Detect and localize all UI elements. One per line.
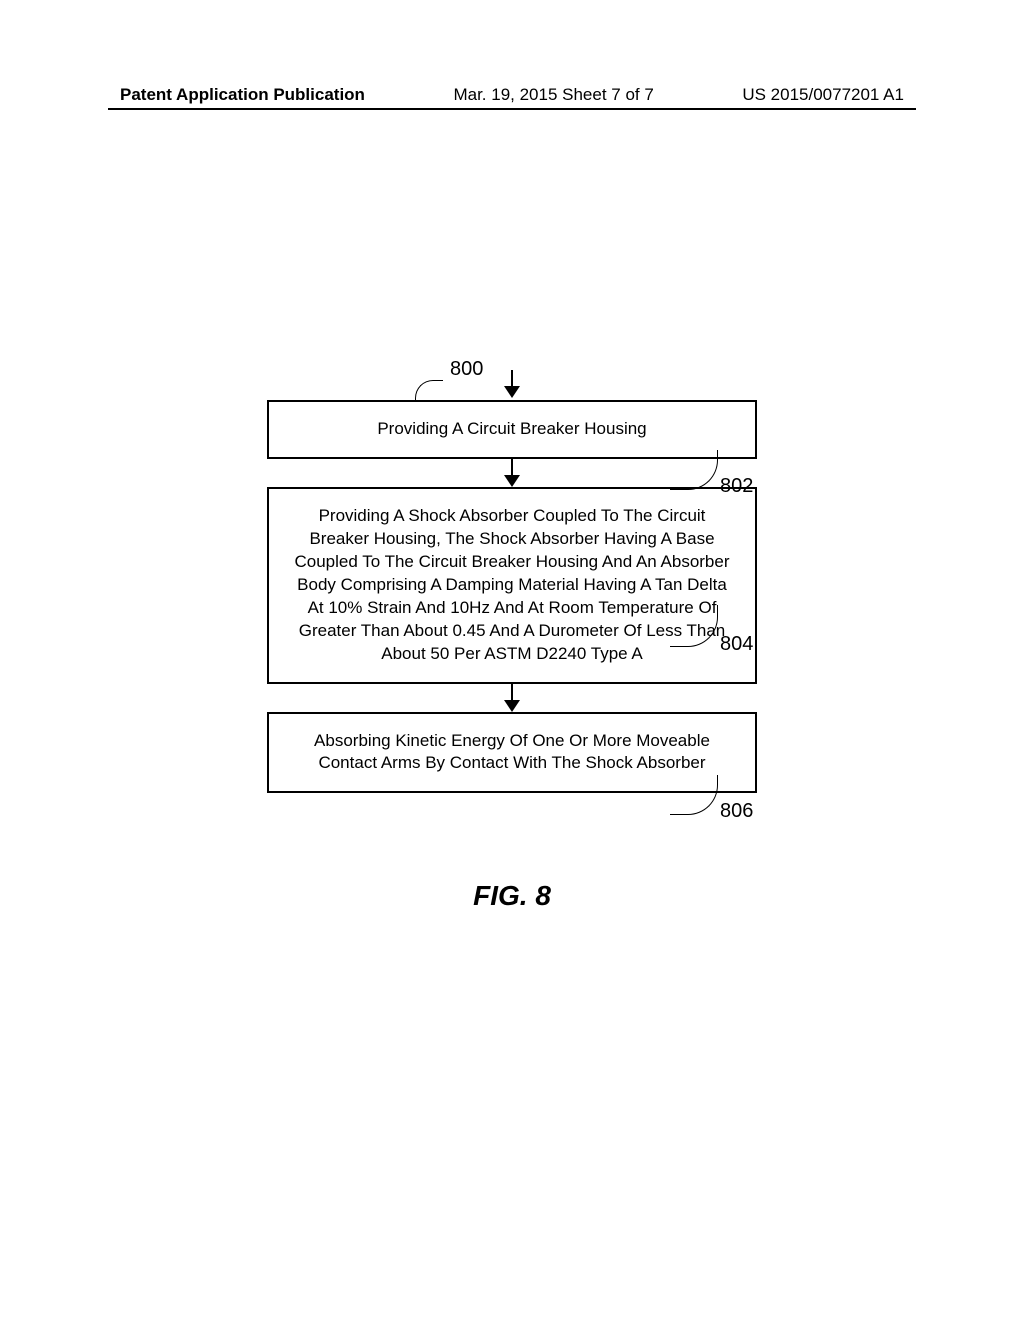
flowchart-container: Providing A Circuit Breaker Housing Prov… — [267, 370, 757, 793]
box-1-text: Providing A Circuit Breaker Housing — [377, 419, 646, 438]
header-patent-number: US 2015/0077201 A1 — [742, 85, 904, 105]
header-divider — [108, 108, 916, 110]
connector-line-806 — [670, 775, 718, 815]
figure-label: FIG. 8 — [473, 880, 551, 912]
box-3-text: Absorbing Kinetic Energy Of One Or More … — [314, 731, 710, 773]
flowchart-box-2: Providing A Shock Absorber Coupled To Th… — [267, 487, 757, 684]
page-header: Patent Application Publication Mar. 19, … — [0, 85, 1024, 105]
arrow-line — [511, 370, 514, 386]
header-publication: Patent Application Publication — [120, 85, 365, 105]
arrow-line — [511, 684, 514, 700]
reference-number-804: 804 — [720, 633, 753, 656]
box-2-text: Providing A Shock Absorber Coupled To Th… — [294, 506, 729, 663]
header-date-sheet: Mar. 19, 2015 Sheet 7 of 7 — [453, 85, 653, 105]
reference-number-802: 802 — [720, 475, 753, 498]
reference-number-806: 806 — [720, 800, 753, 823]
connector-arrow-1 — [504, 459, 520, 487]
connector-arrow-2 — [504, 684, 520, 712]
arrow-head-icon — [504, 386, 520, 398]
entry-arrow — [504, 370, 520, 400]
arrow-head-icon — [504, 475, 520, 487]
arrow-line — [511, 459, 514, 475]
arrow-head-icon — [504, 700, 520, 712]
